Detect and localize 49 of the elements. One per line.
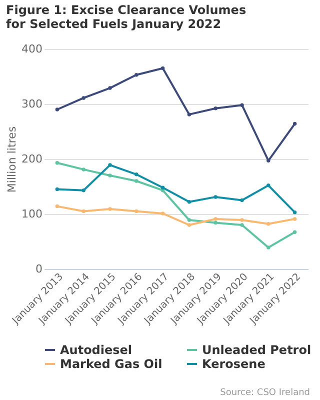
point [55,204,60,208]
point [266,222,270,226]
point [292,230,297,234]
legend-label: Autodiesel [60,343,132,357]
point [55,160,60,165]
point [214,106,218,110]
point [240,103,244,107]
point [187,218,192,222]
y-tick-label: 0 [36,262,42,276]
y-tick-label: 200 [22,152,42,166]
legend-label: Unleaded Petrol [202,343,312,357]
source-note: Source: CSO Ireland [219,388,310,398]
point [108,163,112,167]
point [160,186,165,190]
point [266,246,270,250]
legend-label: Marked Gas Oil [60,357,162,371]
point [134,72,138,77]
point [292,122,297,126]
point [187,112,192,116]
y-axis-title: Million litres [6,126,19,193]
point [82,188,86,192]
point [187,223,192,227]
point [214,217,218,221]
point [108,207,112,211]
point [108,86,112,90]
point [240,223,244,227]
point [55,187,60,192]
y-tick-label: 300 [22,98,42,110]
point [82,168,86,172]
point [108,174,112,178]
point [134,179,138,183]
point [187,200,192,204]
point [82,96,86,100]
point [160,66,165,70]
point [55,108,60,112]
point [266,158,270,163]
point [214,220,218,225]
point [240,218,244,222]
point [292,210,297,214]
point [160,212,165,216]
y-tick-label: 100 [22,208,42,220]
point [240,198,244,202]
y-tick-label: 400 [22,42,42,56]
point [266,184,270,188]
legend-label: Kerosene [202,357,266,371]
point [134,172,138,176]
point [214,195,218,199]
chart-title: Figure 1: Excise Clearance Volumes for Selected Fuels January 2022 [6,3,246,31]
point [292,217,297,221]
